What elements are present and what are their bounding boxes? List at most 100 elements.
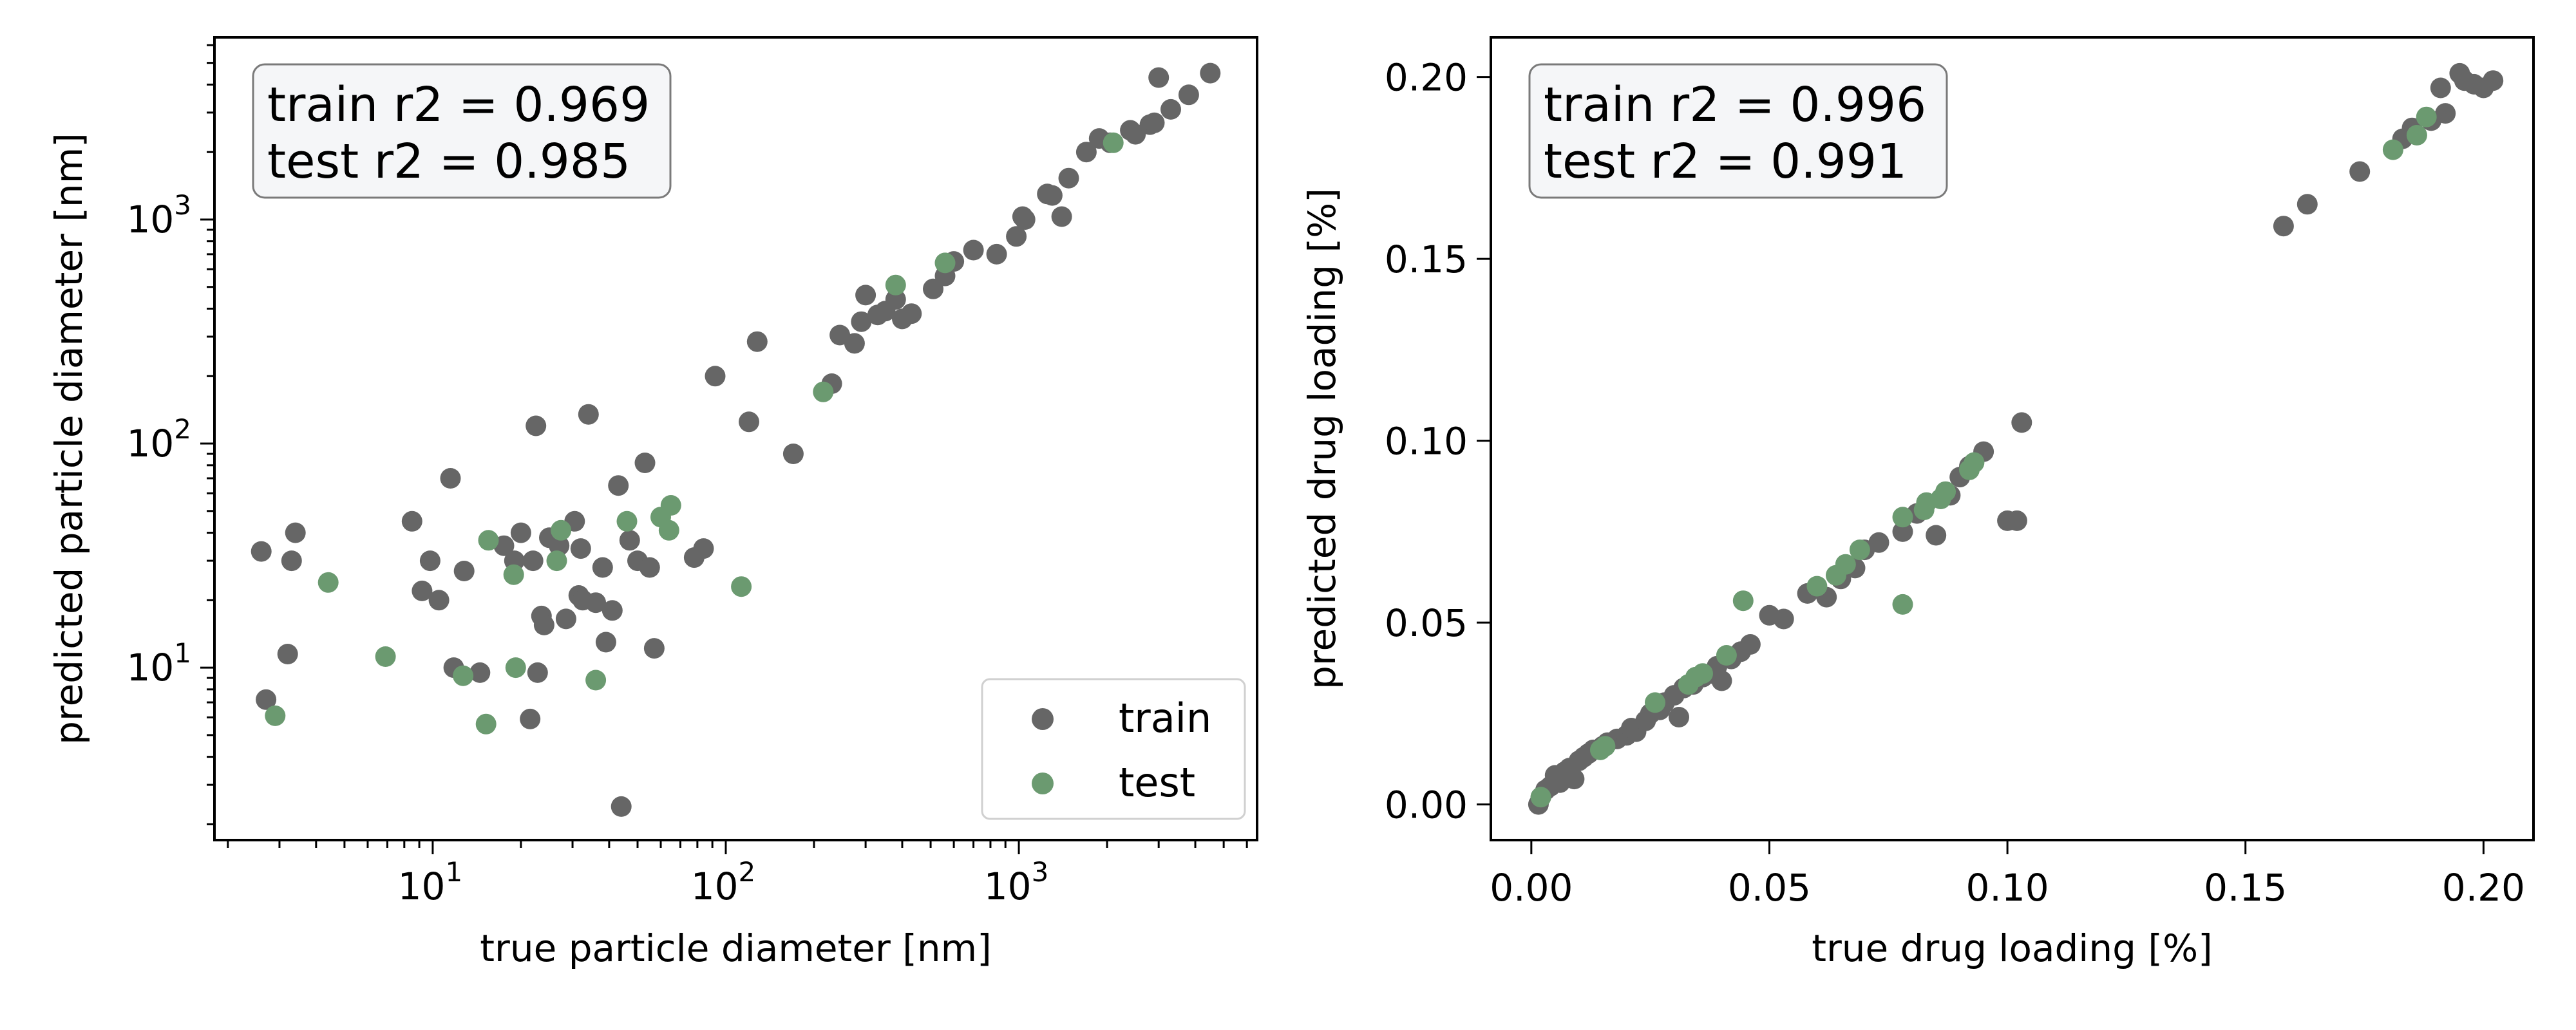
test-point [885,274,906,295]
train-point [1868,532,1889,553]
train-point [1148,67,1170,88]
y-tick-base: 10 [126,198,174,241]
train-point [639,557,660,578]
train-point [522,550,544,572]
train-point [608,475,629,496]
train-point [1051,206,1072,227]
test-point [1964,452,1985,473]
train-point [1125,124,1146,145]
test-point [1892,507,1913,528]
train-point [844,333,865,354]
test-point [616,510,638,532]
train-point [2349,161,2371,182]
train-point [963,239,984,261]
train-point [510,522,531,543]
x-tick-label: 101 [398,856,463,908]
x-tick-label: 0.15 [2204,866,2287,910]
train-point [923,278,943,299]
test-point [658,520,679,541]
train-point [1711,670,1732,691]
test-point [2406,125,2427,145]
x-tick-base: 10 [398,865,446,908]
train-point [570,538,591,559]
series-test [265,132,1124,735]
train-point [526,415,547,436]
test-point [1103,132,1124,153]
y-tick-label: 0.20 [1385,56,1468,100]
train-point [2297,194,2318,215]
y-tick-label: 0.05 [1385,601,1468,645]
train-point [2483,70,2504,91]
test-point [2416,106,2437,127]
test-point [478,530,499,551]
train-point [782,444,804,464]
axes-frame [1490,36,2535,841]
y-axis-label: predicted particle diameter [nm] [47,133,91,745]
train-point [901,303,922,324]
train-point [1773,608,1794,630]
test-legend-marker [1032,772,1054,794]
train-point [595,632,616,653]
train-point [2435,103,2456,124]
x-tick-label: 103 [984,856,1049,908]
r2-annotation-line: train r2 = 0.996 [1544,77,1926,133]
train-point [277,644,298,664]
y-tick-base: 10 [126,646,174,689]
train-point [1014,209,1036,230]
train-point [1041,185,1063,206]
train-point [1669,707,1689,727]
y-tick-label: 101 [126,637,191,689]
train-point [578,404,599,425]
x-tick-base: 10 [984,865,1032,908]
train-point [281,550,302,572]
x-tick-exp: 1 [445,856,462,888]
test-point [1595,736,1616,757]
train-point [592,557,613,578]
test-point [375,646,396,667]
test-point [475,713,497,735]
r2-annotation-box [1528,63,1948,199]
train-point [493,535,515,556]
test-point [585,670,607,691]
r2-annotation-box [252,63,672,199]
train-point [601,600,623,621]
r2-annotation-line: test r2 = 0.985 [267,134,630,189]
x-tick-label: 0.20 [2442,866,2525,910]
train-point [885,289,906,310]
y-tick-exp: 3 [174,189,191,221]
train-point [533,614,554,635]
x-axis-label: true particle diameter [nm] [480,926,992,970]
train-point [693,538,714,559]
train-point [401,510,422,532]
right-panel-drug-loading: 0.00 0.05 0.10 0.15 0.20 0.00 0.05 0.10 0.15 0.20… [1300,36,2535,970]
train-point [1892,521,1913,542]
y-tick-label: 103 [126,189,191,241]
train-point [520,708,541,729]
train-point [453,561,475,581]
train-point [285,522,306,543]
y-tick-label: 0.15 [1385,238,1468,281]
x-tick-label: 102 [691,856,756,908]
train-point [2430,77,2451,98]
test-point [1806,576,1828,597]
train-point [2006,510,2027,531]
x-tick-base: 10 [691,865,739,908]
test-point [317,572,339,593]
train-point [1926,525,1947,546]
test-point [1835,554,1856,575]
r2-annotation-line: test r2 = 0.991 [1544,134,1907,189]
x-tick-label: 0.10 [1966,866,2049,910]
train-point [1200,62,1221,84]
test-point [2382,139,2403,160]
train-point [1160,98,1181,120]
legend-label-train: train [1119,695,1211,742]
x-tick-exp: 3 [1032,856,1049,888]
train-point [251,541,272,562]
train-point [1178,84,1199,106]
x-tick-exp: 2 [739,856,756,888]
y-axis-label: predicted drug loading [%] [1300,188,1344,689]
train-point [419,550,440,572]
train-point [619,530,640,551]
